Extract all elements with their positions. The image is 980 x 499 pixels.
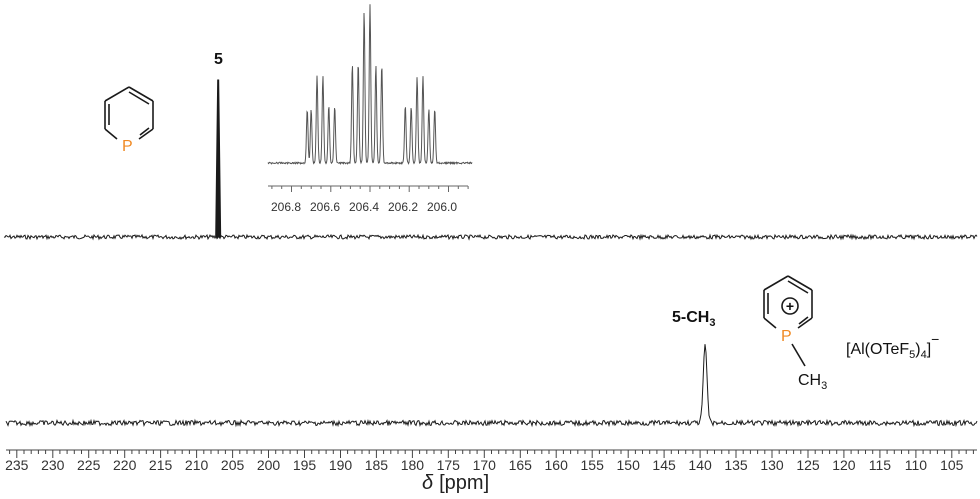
label-compound-5-ch3: 5-CH3: [672, 309, 715, 329]
inset-tick-label: 206.8: [271, 200, 301, 214]
x-axis-tick-label: 235: [5, 457, 29, 473]
ring-bond-3: [138, 128, 154, 140]
x-axis-tick-label: 180: [401, 457, 425, 473]
methyl-label: CH3: [798, 372, 827, 392]
inset-ticks: [271, 186, 469, 192]
x-axis-tick-label: 225: [77, 457, 101, 473]
ring-bond-3: [797, 317, 813, 329]
phosphinine-structure: [104, 86, 154, 140]
top-spectrum-trace: [3, 233, 978, 241]
x-axis-tick-label: 215: [149, 457, 173, 473]
anion-label: [Al(OTeF5)4]−: [846, 331, 939, 361]
x-axis-tick-label: 105: [940, 457, 964, 473]
x-axis-tick-label: 120: [832, 457, 856, 473]
x-axis-tick-labels: 235 230 225 220 215 210 205 200 195 190 185 180 175 1…: [5, 457, 964, 473]
x-axis-tick-label: 130: [760, 457, 784, 473]
inset-trace: [267, 4, 473, 166]
p-atom-label-top: P: [122, 138, 133, 155]
methylphosphininium-structure: [763, 275, 813, 367]
x-axis-tick-label: 150: [617, 457, 641, 473]
p-atom-label-bottom: P: [781, 328, 792, 345]
x-axis: 235 230 225 220 215 210 205 200 195 190 185 180 175 1…: [5, 449, 977, 494]
x-axis-tick-label: 145: [652, 457, 676, 473]
inset-tick-label: 206.4: [349, 200, 379, 214]
plus-charge: +: [786, 298, 794, 314]
ring-bond-4: [763, 317, 777, 329]
ring-bond-4: [104, 128, 118, 140]
p-methyl-bond: [791, 343, 806, 367]
x-axis-ticks: [9, 450, 974, 458]
top-spectrum-peak-5: [215, 79, 222, 238]
x-axis-tick-label: 155: [581, 457, 605, 473]
ring-bond-6: [104, 86, 130, 102]
x-axis-tick-label: 175: [437, 457, 461, 473]
x-axis-tick-label: 210: [185, 457, 209, 473]
inset: 206.8 206.6 206.4 206.2 206.0: [267, 4, 473, 214]
inset-tick-label: 206.6: [310, 200, 340, 214]
bottom-spectrum-trace: [5, 344, 978, 428]
x-axis-tick-label: 140: [688, 457, 712, 473]
ring-bond-1-double: [128, 91, 150, 105]
x-axis-tick-label: 200: [257, 457, 281, 473]
x-axis-tick-label: 185: [365, 457, 389, 473]
bottom-spectrum: 5-CH3: [5, 309, 978, 428]
x-axis-tick-label: 115: [869, 457, 892, 473]
inset-tick-label: 206.2: [388, 200, 418, 214]
x-axis-tick-label: 160: [545, 457, 569, 473]
ring-bond-1: [787, 275, 813, 291]
ring-bond-6: [763, 275, 789, 291]
x-axis-tick-label: 110: [905, 457, 928, 473]
ring-bond-1: [128, 86, 154, 102]
charge-circle: [781, 297, 799, 315]
x-axis-tick-label: 195: [293, 457, 317, 473]
top-spectrum: 5: [3, 51, 978, 241]
x-axis-title: δ [ppm]: [422, 472, 489, 494]
ring-bond-3-double: [798, 316, 809, 325]
x-axis-tick-label: 125: [796, 457, 820, 473]
x-axis-tick-label: 165: [509, 457, 533, 473]
x-axis-tick-label: 135: [724, 457, 748, 473]
x-axis-tick-label: 190: [329, 457, 353, 473]
ring-bond-3-double: [139, 127, 150, 136]
x-axis-tick-label: 170: [473, 457, 497, 473]
ring-bond-1-double: [787, 280, 809, 294]
x-axis-tick-label: 220: [113, 457, 137, 473]
x-axis-tick-label: 230: [41, 457, 65, 473]
label-compound-5: 5: [214, 51, 223, 68]
inset-tick-label: 206.0: [427, 200, 457, 214]
x-axis-tick-label: 205: [221, 457, 245, 473]
